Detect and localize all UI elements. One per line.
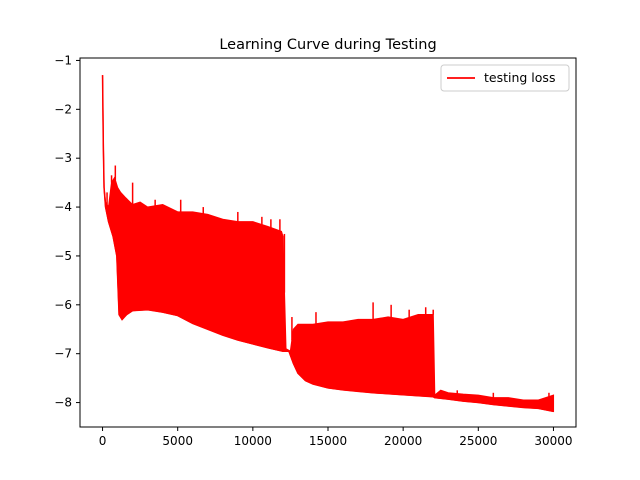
x-tick-label-0: 0 — [99, 434, 107, 448]
y-tick-label-7: −8 — [54, 396, 72, 410]
x-tick-label-5: 25000 — [459, 434, 497, 448]
y-tick-label-0: −1 — [54, 53, 72, 67]
y-tick-label-6: −7 — [54, 347, 72, 361]
axes: 0 5000 10000 15000 20000 25000 30000 −1 −2 −3 −4 −5… — [54, 53, 577, 448]
x-tick-label-6: 30000 — [534, 434, 572, 448]
y-tick-label-1: −2 — [54, 102, 72, 116]
x-tick-label-1: 5000 — [162, 434, 193, 448]
legend-box — [440, 64, 570, 92]
chart-title: Learning Curve during Testing — [219, 37, 436, 53]
plot-area — [101, 75, 555, 413]
y-tick-label-3: −4 — [54, 200, 72, 214]
x-tick-label-3: 15000 — [309, 434, 347, 448]
legend-label-testing-loss: testing loss — [484, 70, 555, 85]
series-testing-loss-line — [101, 75, 554, 413]
legend: testing loss — [440, 64, 570, 92]
series-testing-loss-trace — [104, 185, 554, 412]
x-tick-label-4: 20000 — [384, 434, 422, 448]
y-tick-label-5: −6 — [54, 298, 72, 312]
y-tick-label-4: −5 — [54, 249, 72, 263]
x-tick-label-2: 10000 — [234, 434, 272, 448]
y-tick-label-2: −3 — [54, 151, 72, 165]
